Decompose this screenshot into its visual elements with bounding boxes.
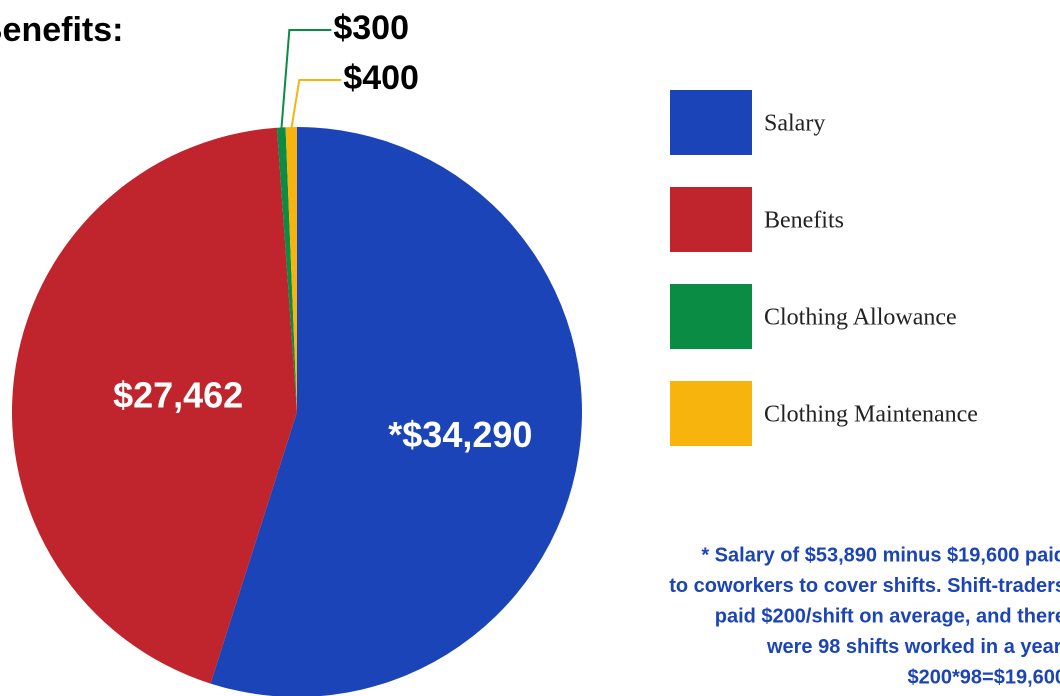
pie-slice — [276, 127, 297, 413]
legend-label: Clothing Allowance — [764, 305, 957, 331]
footnote: * Salary of $53,890 minus $19,600 paid — [701, 544, 1060, 566]
data-label: $27,462 — [113, 374, 243, 415]
chart-title: Benefits: — [0, 11, 123, 49]
pie-slice — [11, 127, 298, 684]
callout-line — [290, 79, 342, 130]
footnote: were 98 shifts worked in a year. — [766, 636, 1060, 658]
legend-label: Salary — [764, 111, 825, 137]
pie-slice — [285, 127, 297, 412]
legend-label: Benefits — [764, 208, 844, 234]
legend-swatch — [670, 284, 752, 349]
pie-slice — [210, 127, 582, 696]
legend-swatch — [670, 187, 752, 252]
data-label: $300 — [333, 9, 409, 47]
footnote: paid $200/shift on average, and there — [715, 605, 1060, 627]
callout-line — [280, 29, 332, 130]
data-label: *$34,290 — [388, 414, 532, 455]
data-label: $400 — [343, 59, 419, 97]
legend-label: Clothing Maintenance — [764, 402, 978, 428]
footnote: to coworkers to cover shifts. Shift-trad… — [669, 575, 1060, 597]
legend-swatch — [670, 381, 752, 446]
legend-swatch — [670, 90, 752, 155]
footnote: $200*98=$19,600 — [908, 666, 1060, 688]
